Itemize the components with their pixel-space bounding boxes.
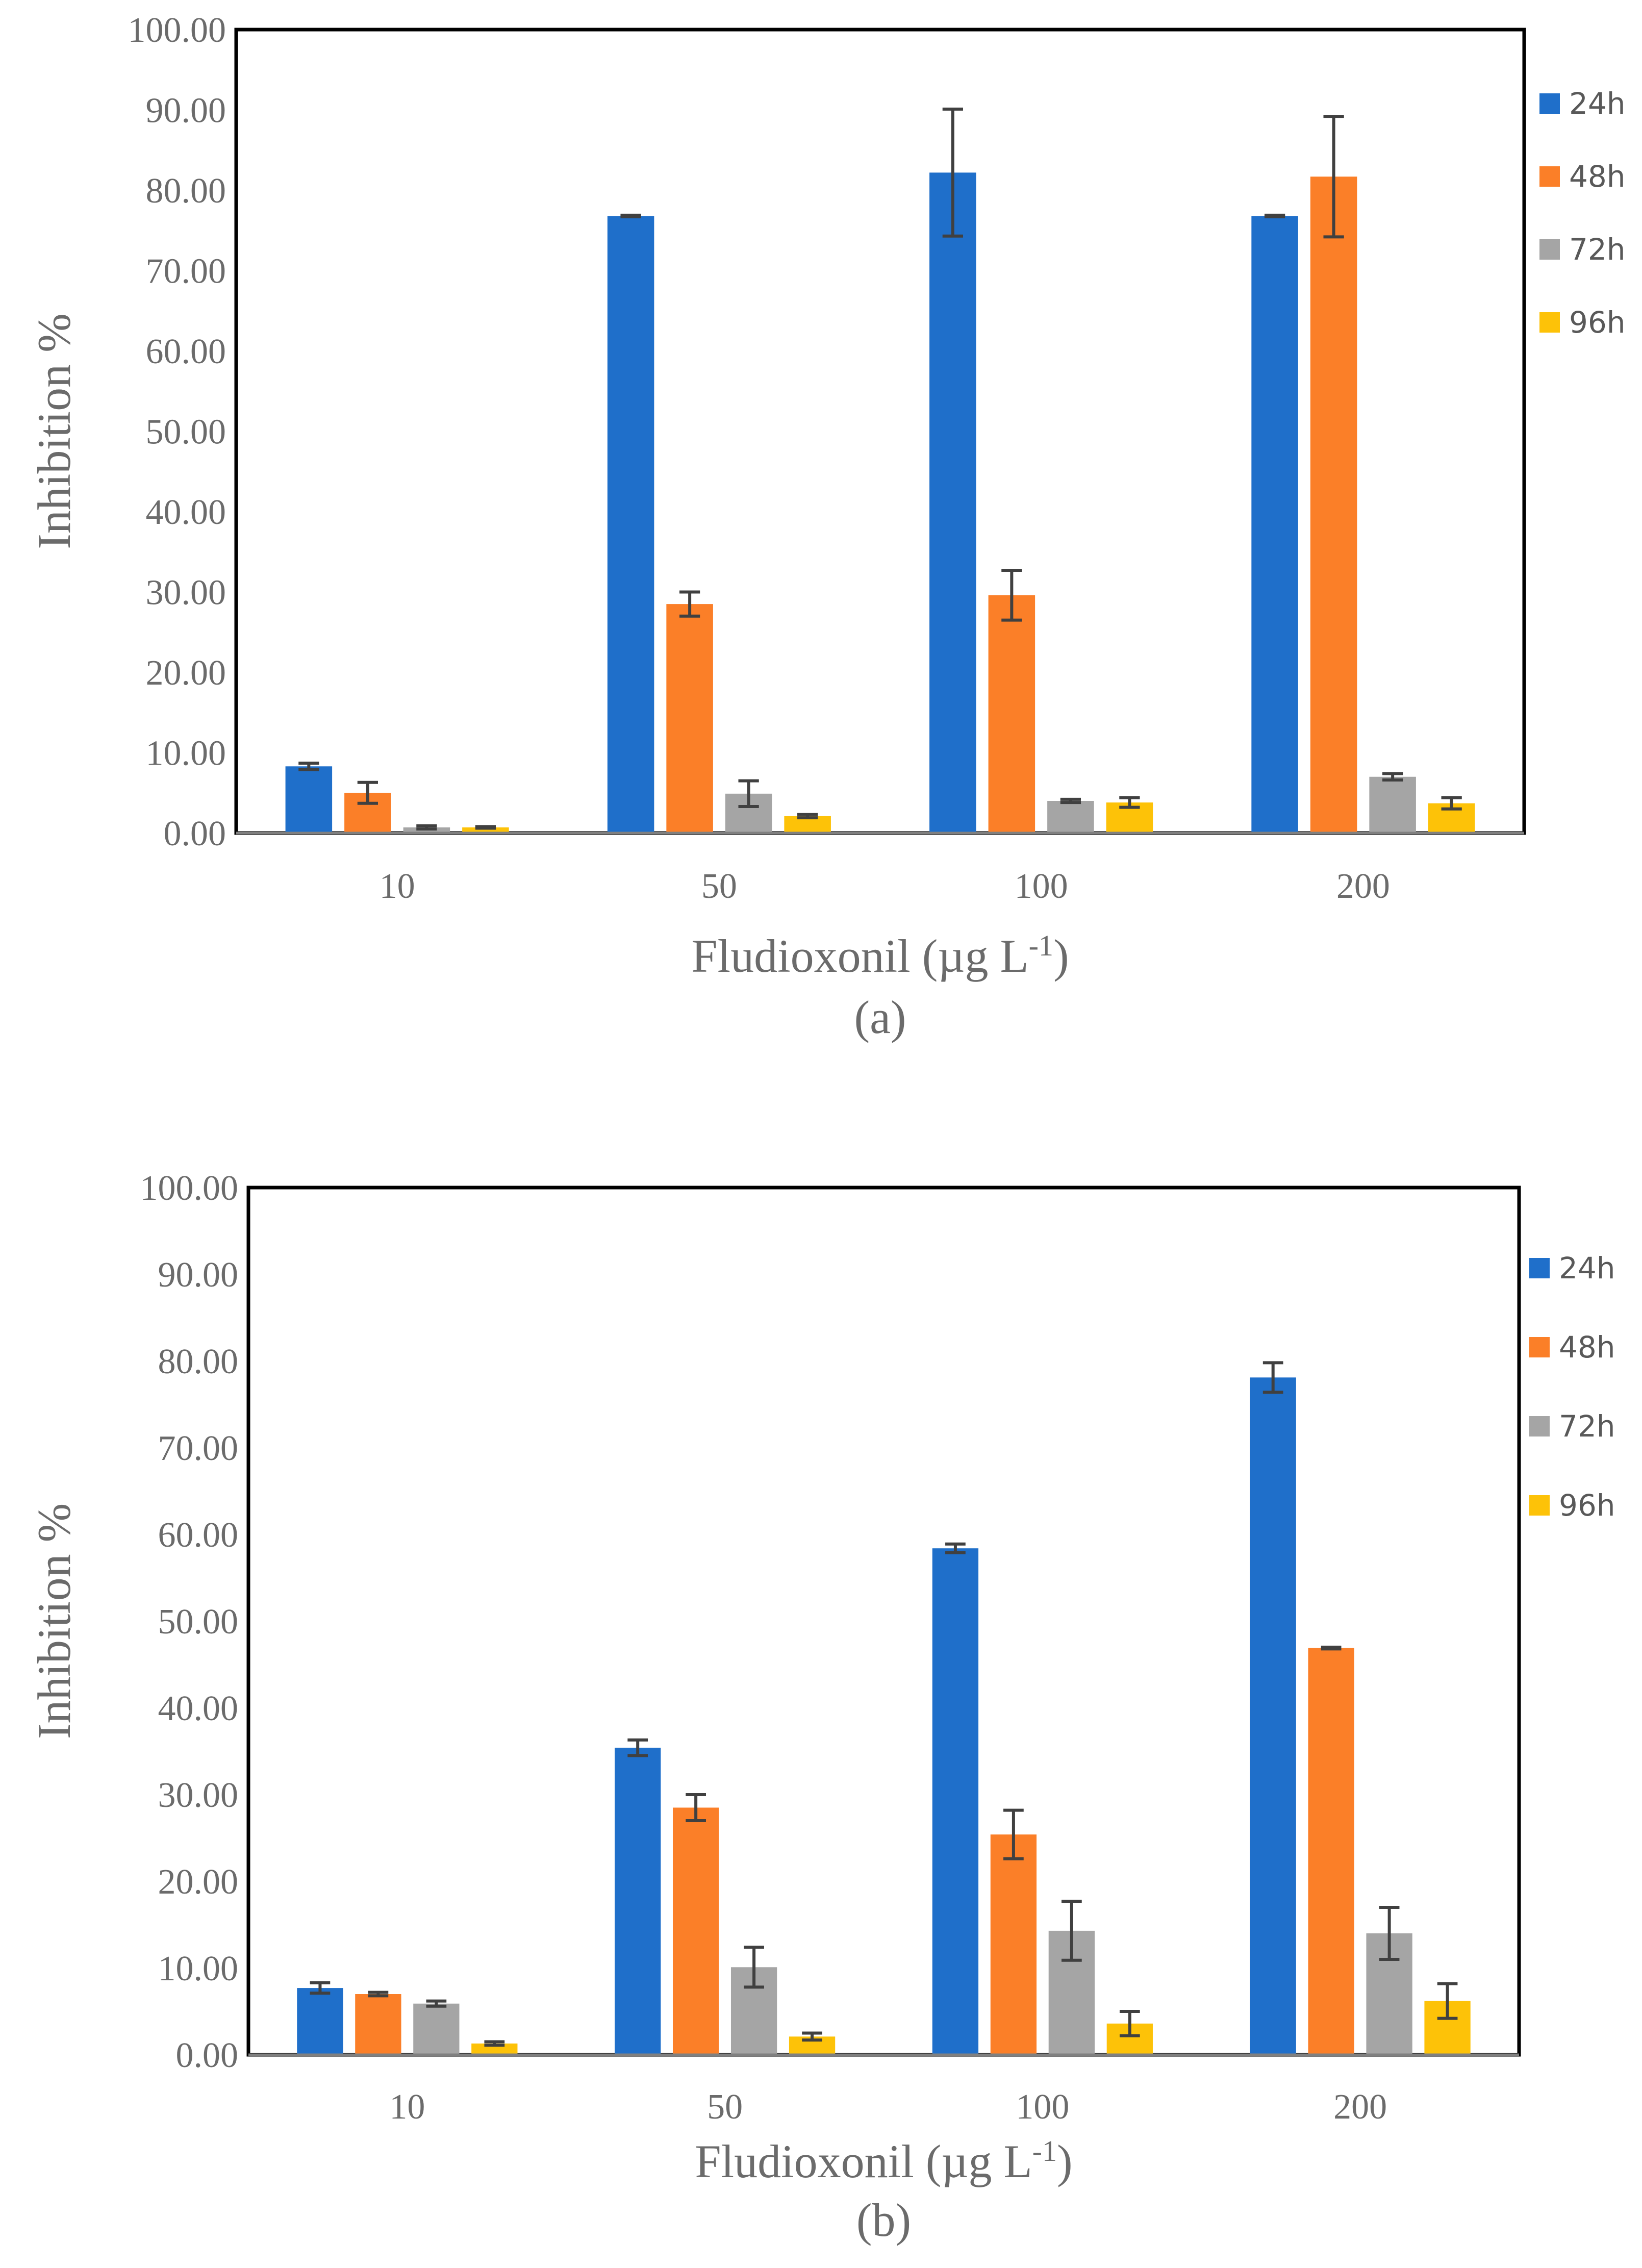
panel-b-x-tick-label: 50 (707, 2087, 743, 2127)
panel-b-y-tick-label: 90.00 (158, 1255, 239, 1295)
panel-a-bar-24h-10 (285, 766, 333, 833)
panel-a-bar-48h-50 (666, 604, 713, 833)
panel-a-bar-72h-200 (1369, 776, 1416, 833)
panel-b-bar-72h-10 (413, 2003, 460, 2055)
panel-b-y-axis-title: Inhibition % (28, 1503, 80, 1740)
panel-b-y-tick-label: 20.00 (158, 1862, 239, 1902)
panel-a-bar-24h-100 (929, 172, 976, 834)
panel-a-y-tick-label: 30.00 (146, 573, 226, 613)
panel-b-y-tick-label: 70.00 (158, 1429, 239, 1468)
panel-a-label: (a) (854, 991, 906, 1043)
panel-b-y-tick-label: 0.00 (176, 2036, 239, 2075)
panel-a-bar-24h-50 (607, 216, 654, 833)
panel-a-x-tick-label: 200 (1336, 867, 1390, 906)
panel-a-x-tick-label: 50 (701, 867, 737, 906)
panel-b-legend-label-48h: 48h (1559, 1330, 1615, 1365)
panel-b-y-tick-label: 40.00 (158, 1689, 239, 1728)
panel-a-bar-48h-100 (988, 595, 1035, 833)
panel-a-y-tick-label: 0.00 (164, 814, 226, 853)
panel-a-bar-24h-200 (1251, 216, 1298, 833)
panel-b-legend-swatch-96h (1529, 1495, 1550, 1516)
panel-b-x-tick-label: 10 (389, 2087, 425, 2127)
panel-b-legend-swatch-48h (1529, 1337, 1550, 1357)
panel-b-y-tick-label: 80.00 (158, 1342, 239, 1381)
panel-b-legend-label-72h: 72h (1559, 1409, 1615, 1444)
panel-b-y-tick-label: 10.00 (158, 1949, 239, 1988)
panel-a-legend-swatch-96h (1539, 312, 1560, 333)
panel-a-y-tick-label: 40.00 (146, 493, 226, 532)
panel-b-legend-swatch-24h (1529, 1258, 1550, 1278)
panel-a-y-tick-label: 80.00 (146, 171, 226, 211)
panel-a-legend-label-48h: 48h (1569, 159, 1626, 194)
panel-a-y-tick-label: 20.00 (146, 653, 226, 693)
panel-a-legend-swatch-72h (1539, 239, 1560, 260)
panel-a-bar-72h-100 (1047, 801, 1094, 833)
panel-b-bar-48h-10 (355, 1994, 401, 2055)
panel-a-y-tick-label: 70.00 (146, 252, 226, 291)
panel-a-bar-48h-200 (1310, 177, 1357, 834)
panel-b-bar-24h-200 (1250, 1377, 1296, 2055)
panel-a-y-axis-title: Inhibition % (28, 313, 80, 549)
panel-a-bar-96h-10 (462, 827, 509, 833)
panel-a-legend-swatch-24h (1539, 93, 1560, 114)
panel-b-bar-24h-10 (297, 1988, 343, 2055)
panel-a-legend-label-24h: 24h (1569, 86, 1626, 121)
panel-a-y-tick-label: 90.00 (146, 91, 226, 131)
panel-a-legend-label-96h: 96h (1569, 305, 1626, 340)
panel-a-legend-label-72h: 72h (1569, 232, 1626, 267)
panel-b-y-tick-label: 100.00 (140, 1169, 239, 1208)
panel-a-y-tick-label: 10.00 (146, 734, 226, 773)
panel-a-x-axis-title: Fludioxonil (µg L-1) (691, 929, 1069, 982)
panel-a-y-tick-label: 100.00 (128, 11, 226, 50)
panel-b-bar-24h-50 (615, 1748, 661, 2055)
panel-a-y-tick-label: 60.00 (146, 332, 226, 371)
panel-a-legend-swatch-48h (1539, 166, 1560, 187)
panel-b-legend-label-96h: 96h (1559, 1488, 1615, 1523)
panel-b-legend-swatch-72h (1529, 1416, 1550, 1437)
panel-b-bar-24h-100 (932, 1548, 979, 2055)
chart-panel-b: 0.00 10.00 20.00 30.00 40.00 50.00 60.00 70.00 8… (28, 1169, 1615, 2246)
panel-b-legend-label-24h: 24h (1559, 1251, 1615, 1286)
chart-panel-a: 0.00 10.00 20.00 30.00 40.00 50.00 60.00 70.00 8… (28, 11, 1626, 1043)
panel-b-bar-48h-100 (990, 1834, 1037, 2055)
panel-b-y-tick-label: 60.00 (158, 1516, 239, 1555)
panel-b-bar-48h-50 (672, 1807, 719, 2055)
panel-a-x-tick-label: 100 (1015, 867, 1068, 906)
panel-a-y-tick-label: 50.00 (146, 413, 226, 452)
panel-b-bar-96h-10 (471, 2043, 518, 2055)
panel-b-y-tick-label: 30.00 (158, 1776, 239, 1815)
panel-b-x-tick-label: 200 (1333, 2087, 1387, 2127)
panel-b-y-tick-label: 50.00 (158, 1602, 239, 1642)
panel-a-x-tick-label: 10 (380, 867, 415, 906)
panel-b-x-tick-label: 100 (1016, 2087, 1069, 2127)
panel-b-label: (b) (856, 2194, 911, 2246)
panel-b-x-axis-title: Fludioxonil (µg L-1) (695, 2134, 1072, 2188)
panel-b-bar-48h-200 (1308, 1648, 1354, 2055)
